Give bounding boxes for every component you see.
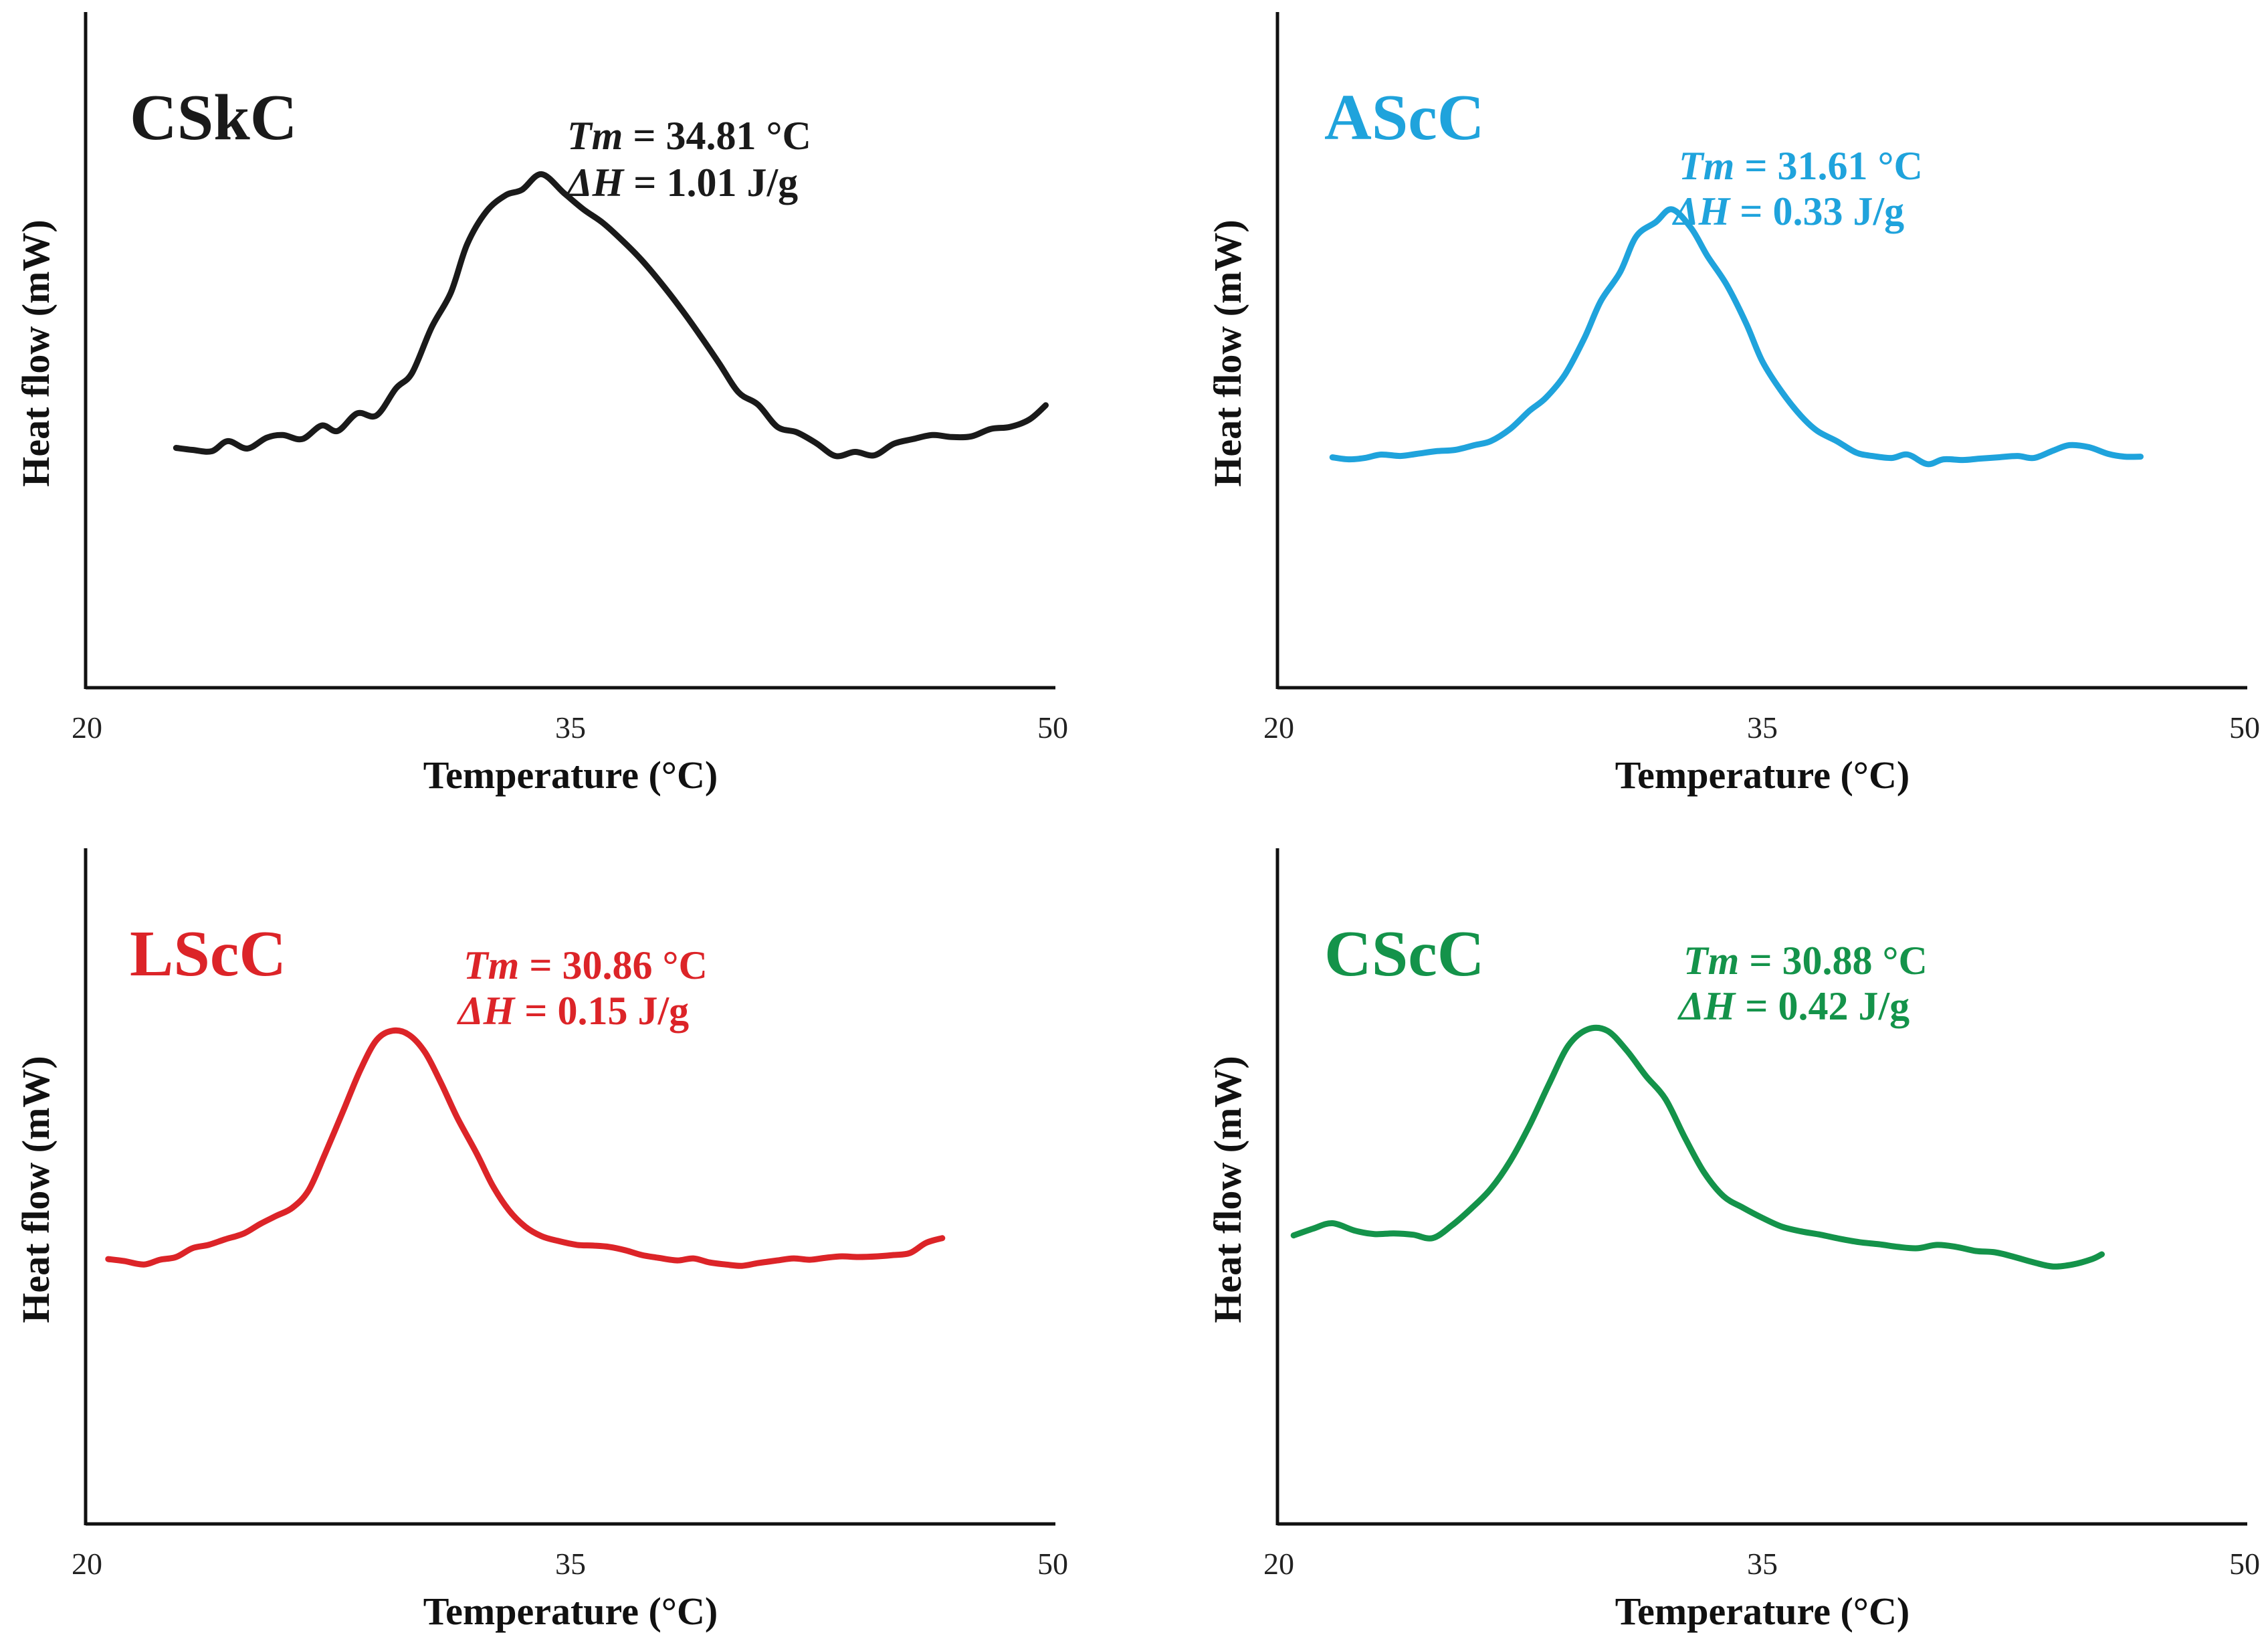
x-tick-label-50: 50 (2229, 1547, 2260, 1581)
series-line-cskc (173, 171, 1049, 460)
sample-label: CScC (1324, 918, 1485, 990)
panel-cscc: 20 35 50 Temperature (°C) Heat flow (mW)… (1206, 848, 2260, 1633)
tm-symbol: Tm (1679, 144, 1734, 188)
x-axis-title: Temperature (°C) (1615, 1589, 1910, 1633)
panel-cskc: 20 35 50 Temperature (°C) Heat flow (mW)… (14, 12, 1068, 797)
dh-value: = 1.01 J/g (623, 161, 798, 205)
series-line-cscc (1290, 1024, 2105, 1270)
dh-annotation: ΔH = 1.01 J/g (566, 161, 798, 205)
y-axis-title: Heat flow (mW) (14, 219, 58, 486)
dh-annotation: ΔH = 0.42 J/g (1677, 984, 1910, 1028)
x-tick-label-50: 50 (1037, 710, 1068, 745)
dh-symbol: ΔH (1677, 984, 1737, 1028)
dh-symbol: ΔH (1672, 189, 1732, 233)
dh-annotation: ΔH = 0.15 J/g (457, 989, 689, 1033)
tm-value: = 31.61 °C (1734, 144, 1923, 188)
tm-symbol: Tm (463, 943, 519, 987)
y-axis-title: Heat flow (mW) (14, 1056, 58, 1323)
dh-symbol: ΔH (566, 161, 625, 205)
x-tick-label-20: 20 (1263, 710, 1294, 745)
x-tick-label-50: 50 (2229, 710, 2260, 745)
y-axis-title: Heat flow (mW) (1206, 1056, 1249, 1323)
series-line-lscc (105, 1027, 946, 1269)
sample-label: AScC (1324, 82, 1485, 154)
panel-ascc: 20 35 50 Temperature (°C) Heat flow (mW)… (1206, 12, 2260, 797)
x-tick-label-35: 35 (555, 710, 586, 745)
tm-annotation: Tm = 34.81 °C (567, 114, 811, 158)
tm-value: = 30.88 °C (1739, 939, 1928, 983)
x-tick-label-35: 35 (1747, 1547, 1778, 1581)
tm-annotation: Tm = 31.61 °C (1679, 144, 1923, 188)
dh-value: = 0.33 J/g (1730, 189, 1904, 233)
tm-annotation: Tm = 30.88 °C (1683, 939, 1928, 983)
dh-value: = 0.42 J/g (1735, 984, 1910, 1028)
tm-value: = 30.86 °C (519, 943, 708, 987)
sample-label: LScC (130, 918, 286, 990)
sample-label: CSkC (130, 82, 298, 154)
x-tick-label-35: 35 (555, 1547, 586, 1581)
dh-value: = 0.15 J/g (514, 989, 689, 1033)
x-tick-label-35: 35 (1747, 710, 1778, 745)
series-line-ascc (1329, 206, 2144, 468)
x-tick-label-20: 20 (1263, 1547, 1294, 1581)
x-tick-label-20: 20 (72, 710, 102, 745)
dh-annotation: ΔH = 0.33 J/g (1672, 189, 1904, 233)
tm-annotation: Tm = 30.86 °C (463, 943, 708, 987)
x-tick-label-20: 20 (72, 1547, 102, 1581)
tm-symbol: Tm (567, 114, 623, 158)
tm-symbol: Tm (1683, 939, 1739, 983)
x-axis-title: Temperature (°C) (423, 753, 718, 797)
panel-lscc: 20 35 50 Temperature (°C) Heat flow (mW)… (14, 848, 1068, 1633)
x-axis-title: Temperature (°C) (423, 1589, 718, 1633)
dh-symbol: ΔH (457, 989, 516, 1033)
x-axis-title: Temperature (°C) (1615, 753, 1910, 797)
y-axis-title: Heat flow (mW) (1206, 219, 1249, 486)
x-tick-label-50: 50 (1037, 1547, 1068, 1581)
tm-value: = 34.81 °C (623, 114, 811, 158)
